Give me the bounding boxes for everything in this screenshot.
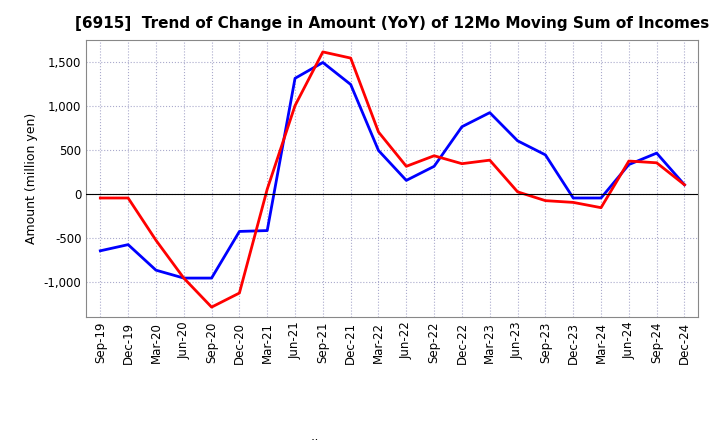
Net Income — [680, 182, 689, 187]
Ordinary Income — [291, 76, 300, 81]
Net Income — [124, 195, 132, 201]
Net Income — [624, 158, 633, 164]
Ordinary Income — [96, 248, 104, 253]
Net Income — [263, 187, 271, 192]
Net Income — [207, 304, 216, 310]
Line: Ordinary Income: Ordinary Income — [100, 62, 685, 278]
Net Income — [652, 160, 661, 165]
Ordinary Income — [569, 195, 577, 201]
Net Income — [597, 205, 606, 210]
Ordinary Income — [179, 275, 188, 281]
Ordinary Income — [513, 138, 522, 143]
Ordinary Income — [346, 82, 355, 87]
Net Income — [96, 195, 104, 201]
Net Income — [318, 49, 327, 55]
Ordinary Income — [318, 60, 327, 65]
Ordinary Income — [124, 242, 132, 247]
Ordinary Income — [235, 229, 243, 234]
Ordinary Income — [624, 162, 633, 167]
Ordinary Income — [152, 268, 161, 273]
Net Income — [513, 189, 522, 194]
Net Income — [485, 158, 494, 163]
Y-axis label: Amount (million yen): Amount (million yen) — [25, 113, 38, 244]
Ordinary Income — [402, 178, 410, 183]
Net Income — [152, 238, 161, 243]
Net Income — [291, 103, 300, 108]
Net Income — [374, 129, 383, 135]
Ordinary Income — [430, 164, 438, 169]
Ordinary Income — [374, 148, 383, 153]
Net Income — [458, 161, 467, 166]
Net Income — [430, 153, 438, 158]
Ordinary Income — [263, 228, 271, 233]
Net Income — [402, 164, 410, 169]
Net Income — [235, 290, 243, 296]
Net Income — [541, 198, 550, 203]
Title: [6915]  Trend of Change in Amount (YoY) of 12Mo Moving Sum of Incomes: [6915] Trend of Change in Amount (YoY) o… — [76, 16, 709, 32]
Ordinary Income — [597, 195, 606, 201]
Ordinary Income — [541, 152, 550, 158]
Ordinary Income — [485, 110, 494, 115]
Ordinary Income — [207, 275, 216, 281]
Net Income — [346, 55, 355, 61]
Ordinary Income — [652, 150, 661, 156]
Line: Net Income: Net Income — [100, 52, 685, 307]
Ordinary Income — [680, 182, 689, 187]
Net Income — [179, 275, 188, 281]
Ordinary Income — [458, 124, 467, 129]
Net Income — [569, 200, 577, 205]
